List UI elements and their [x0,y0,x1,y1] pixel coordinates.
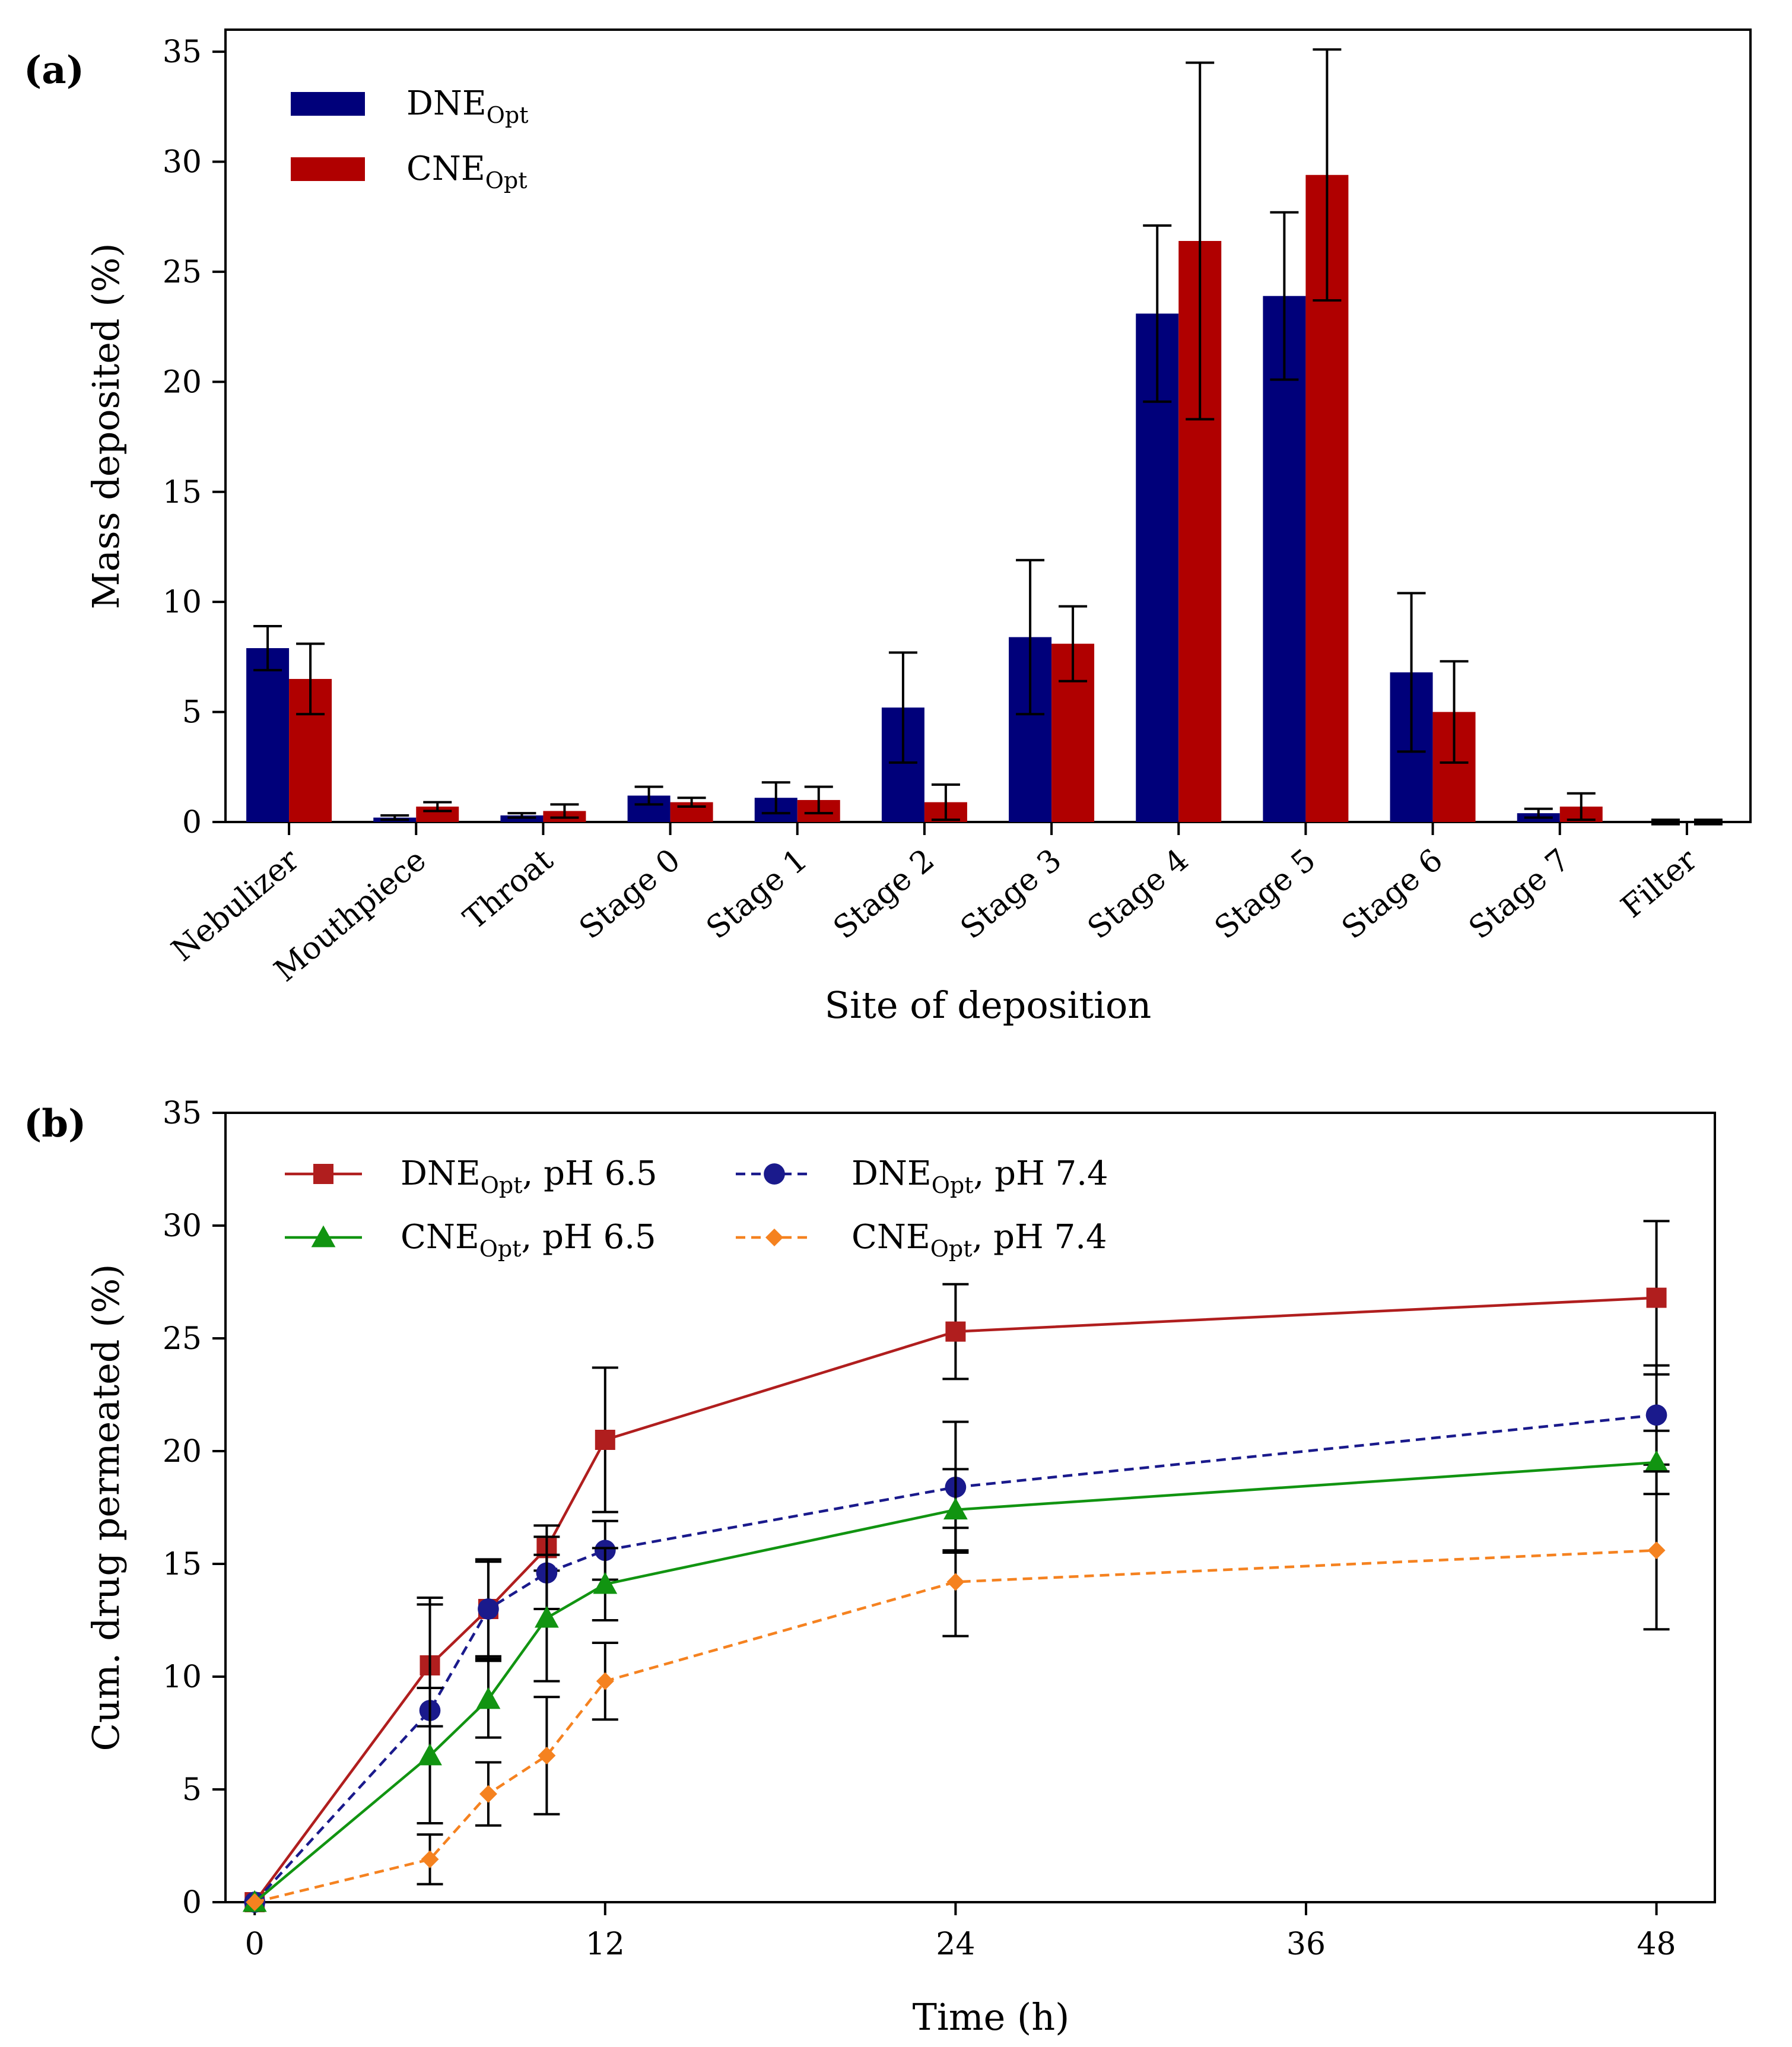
panel-b-line-chart: (b) 0 5 10 15 20 25 30 35 0 12 24 36 48 DNEOpt, pH … [24,1096,1716,2039]
panel-b-data-point [418,1743,442,1766]
panel-b-y-tick-label: 10 [163,1659,202,1695]
panel-a-legend-swatch [291,157,365,181]
panel-b-legend-marker [765,1229,783,1246]
panel-b-x-tick-label: 36 [1286,1927,1326,1962]
panel-b-series-0 [244,1220,1670,1912]
panel-b-data-point [1646,1287,1667,1308]
panel-b-data-point [1645,1404,1667,1426]
panel-a-x-tick-label: Stage 7 [1462,842,1577,946]
panel-b-y-tick-label: 30 [163,1208,202,1244]
panel-b-data-point [421,1850,439,1868]
panel-b-series-2 [242,1429,1670,1912]
panel-a-legend: DNEOpt CNEOpt [291,84,529,193]
panel-b-data-point [534,1605,559,1628]
panel-a-y-tick-label: 5 [182,695,202,731]
panel-b-y-axis-title: Cum. drug permeated (%) [84,1264,128,1751]
panel-b-data-point [478,1598,499,1620]
panel-b-data-point [476,1687,501,1709]
panel-a-bar-dne [1263,296,1306,822]
panel-a-plot-frame [224,28,1752,823]
panel-b-data-point [945,1321,966,1342]
panel-b-legend-marker [764,1163,785,1185]
panel-b-x-tick-label: 48 [1637,1927,1676,1962]
panel-b-data-point [943,1497,968,1520]
panel-b-plot-frame [224,1112,1716,1903]
panel-a-legend-label: DNEOpt [406,84,529,128]
panel-a-x-tick-label: Stage 0 [573,842,687,946]
panel-b-legend-label: CNEOpt, pH 7.4 [851,1218,1107,1262]
panel-b-y-tick-label: 15 [163,1547,202,1582]
panel-a-x-tick-label: Throat [457,842,560,937]
panel-a-bar-dne [246,648,290,822]
panel-a-x-tick-label: Stage 6 [1335,842,1450,946]
panel-b-y-tick-label: 35 [163,1096,202,1131]
panel-a-y-tick-label: 20 [163,364,202,400]
panel-b-legend: DNEOpt, pH 6.5 DNEOpt, pH 7.4 CNEOpt, pH 6… [285,1154,1108,1262]
panel-a-legend-swatch [291,92,365,116]
panel-b-y-tick-label: 0 [182,1885,202,1921]
panel-b-legend-label: DNEOpt, pH 6.5 [401,1154,657,1198]
panel-b-data-point [246,1893,264,1911]
panel-a-label: (a) [24,48,84,93]
panel-b-y-tick-label: 5 [182,1772,202,1808]
panel-a-y-axis: 0 5 10 15 20 25 30 35 [163,34,225,840]
panel-a-x-tick-label: Stage 4 [1081,842,1196,946]
panel-b-data-point [593,1572,618,1594]
panel-b-data-point [596,1672,614,1690]
panel-b-label: (b) [24,1102,86,1146]
panel-b-x-tick-label: 12 [586,1927,625,1962]
panel-b-y-tick-label: 20 [163,1434,202,1470]
panel-b-legend-marker [311,1225,336,1248]
panel-b-legend-marker [313,1164,333,1184]
panel-b-legend-label: CNEOpt, pH 6.5 [401,1218,656,1262]
panel-a-x-tick-label: Filter [1615,842,1704,925]
panel-b-legend-label: DNEOpt, pH 7.4 [851,1154,1108,1198]
panel-b-series [242,1220,1670,1913]
panel-a-y-tick-label: 10 [163,585,202,620]
panel-b-data-point [595,1430,615,1450]
panel-b-x-tick-label: 24 [936,1927,975,1962]
panel-a-y-axis-title: Mass deposited (%) [84,243,128,609]
panel-a-x-tick-label: Stage 1 [700,842,814,946]
panel-a-x-axis-title: Site of deposition [825,983,1152,1027]
panel-b-x-axis: 0 12 24 36 48 [245,1902,1676,1962]
panel-b-data-point [479,1785,497,1803]
panel-a-y-tick-label: 15 [163,475,202,510]
panel-a-y-tick-label: 25 [163,255,202,290]
panel-b-data-point [538,1747,556,1764]
panel-b-x-tick-label: 0 [245,1927,265,1962]
panel-a-bars [246,48,1723,826]
panel-b-data-point [1647,1541,1666,1560]
panel-a-x-tick-label: Stage 2 [827,842,942,946]
panel-b-x-axis-title: Time (h) [913,1995,1070,2039]
panel-b-data-point [946,1573,965,1591]
panel-b-y-tick-label: 25 [163,1321,202,1357]
panel-a-x-tick-label: Stage 5 [1208,842,1323,946]
panel-b-data-point [1644,1450,1669,1472]
panel-a-legend-label: CNEOpt [406,150,527,193]
panel-b-series-3 [246,1470,1670,1911]
panel-a-y-tick-label: 30 [163,145,202,180]
panel-b-y-axis: 0 5 10 15 20 25 30 35 [163,1096,225,1921]
panel-a-y-tick-label: 35 [163,34,202,70]
panel-a-y-tick-label: 0 [182,805,202,840]
panel-a-x-tick-label: Stage 3 [954,842,1069,946]
